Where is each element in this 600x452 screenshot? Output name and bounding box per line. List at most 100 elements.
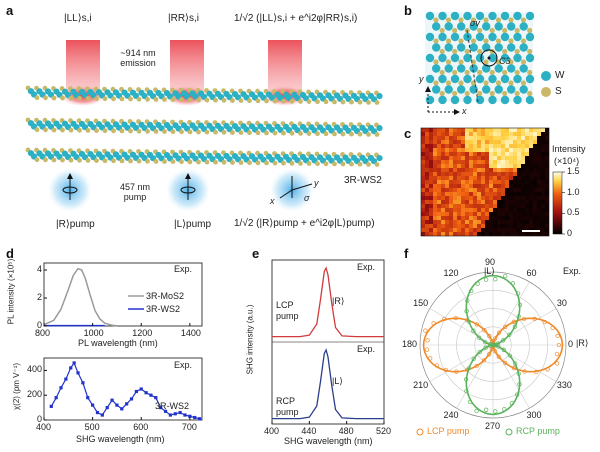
heatmap-cell [481,144,486,149]
s-atom [238,130,244,136]
heatmap-cell [489,208,494,213]
heatmap-cell [473,228,478,233]
heatmap-cell [421,216,426,221]
s-atom [483,17,489,23]
heatmap-cell [465,188,470,193]
legend-ws2: 3R-WS2 [146,304,181,314]
w-atom [450,53,460,63]
s-atom [483,80,489,86]
w-atom [438,95,447,105]
heatmap-cell [469,168,474,173]
heatmap-cell [513,228,518,233]
heatmap-cell [537,196,542,201]
polar-grid-spoke [429,344,494,382]
heatmap-cell [425,128,430,133]
s-atom [255,130,261,136]
rcp-polar-curve-point [507,353,513,358]
heatmap-cell [541,212,546,217]
heatmap-cell [497,136,502,141]
s-atom [306,161,312,166]
heatmap-cell [421,232,426,236]
w-atom [494,64,503,73]
heatmap-cell [437,172,442,177]
heatmap-cell [497,184,502,189]
heatmap-cell [477,140,482,145]
heatmap-cell [533,180,538,185]
heatmap-cell [477,172,482,177]
s-atom [255,98,261,104]
heatmap-cell [521,128,526,133]
x-tick-label: 500 [84,422,100,432]
heatmap-cell [449,220,454,225]
s-atom [340,99,346,105]
heatmap-cell [533,232,538,236]
s-atom [238,98,244,103]
heatmap-cell [533,128,538,133]
s-atom [527,90,533,97]
heatmap-cell [501,156,506,161]
heatmap-cell [433,160,438,165]
heatmap-cell [501,172,506,177]
heatmap-cell [509,152,514,157]
heatmap-cell [545,196,549,201]
rcp-polar-curve-point [515,291,521,296]
heatmap-cell [489,132,494,137]
heatmap-cell [477,196,482,201]
x-tick-label: 1000 [83,328,104,338]
s-atom [366,132,371,137]
s-atom [306,99,312,104]
heatmap-cell [485,132,490,137]
heatmap-cell [517,188,522,193]
heatmap-cell [509,136,514,141]
heatmap-cell [445,208,450,213]
s-atom [298,161,303,166]
heatmap-cell [545,152,549,157]
heatmap-cell [441,140,446,145]
heatmap-cell [469,212,474,217]
heatmap-cell [453,188,458,193]
heatmap-cell [469,172,474,177]
heatmap-cell [429,228,434,233]
heatmap-cell [457,204,462,209]
heatmap-cell [441,200,446,205]
heatmap-cell [481,160,486,165]
s-atom [357,99,363,105]
chi2-point [129,397,134,401]
heatmap-cell [433,192,438,197]
heatmap-cell [421,172,426,177]
heatmap-cell [453,160,458,165]
heatmap-cell [469,204,474,209]
lcp-polar-curve-point [423,328,428,333]
heatmap-cell [521,172,526,177]
heatmap-cell [489,140,494,145]
heatmap-cell [477,156,482,161]
lcp-polar-curve-point [511,366,517,371]
heatmap-cell [497,216,502,221]
heatmap-cell [513,152,518,157]
chi2-point [154,396,158,400]
heatmap-cell [533,188,538,193]
heatmap-cell [489,148,494,153]
heatmap-cell [469,188,474,193]
heatmap-cell [513,144,518,149]
heatmap-cell [433,144,438,149]
heatmap-cell [525,128,530,133]
w-atom [500,95,510,105]
mirror-plane-line [466,29,479,103]
w-atom [488,32,497,42]
y-tick-label: 2 [36,292,42,302]
heatmap-cell [493,200,498,205]
heatmap-cell [441,216,446,221]
lcp-polar-curve-point [428,356,433,361]
heatmap-cell [441,208,446,213]
heatmap-cell [545,172,549,177]
heatmap-cell [525,208,530,213]
heatmap-cell [509,168,514,173]
heatmap-cell [477,188,482,193]
legend-rcp-label: RCP pump [516,426,560,436]
heatmap-cell [449,160,454,165]
heatmap-cell [481,140,486,145]
heatmap-cell [465,136,470,141]
heatmap-cell [465,160,470,165]
heatmap-cell [421,204,426,209]
